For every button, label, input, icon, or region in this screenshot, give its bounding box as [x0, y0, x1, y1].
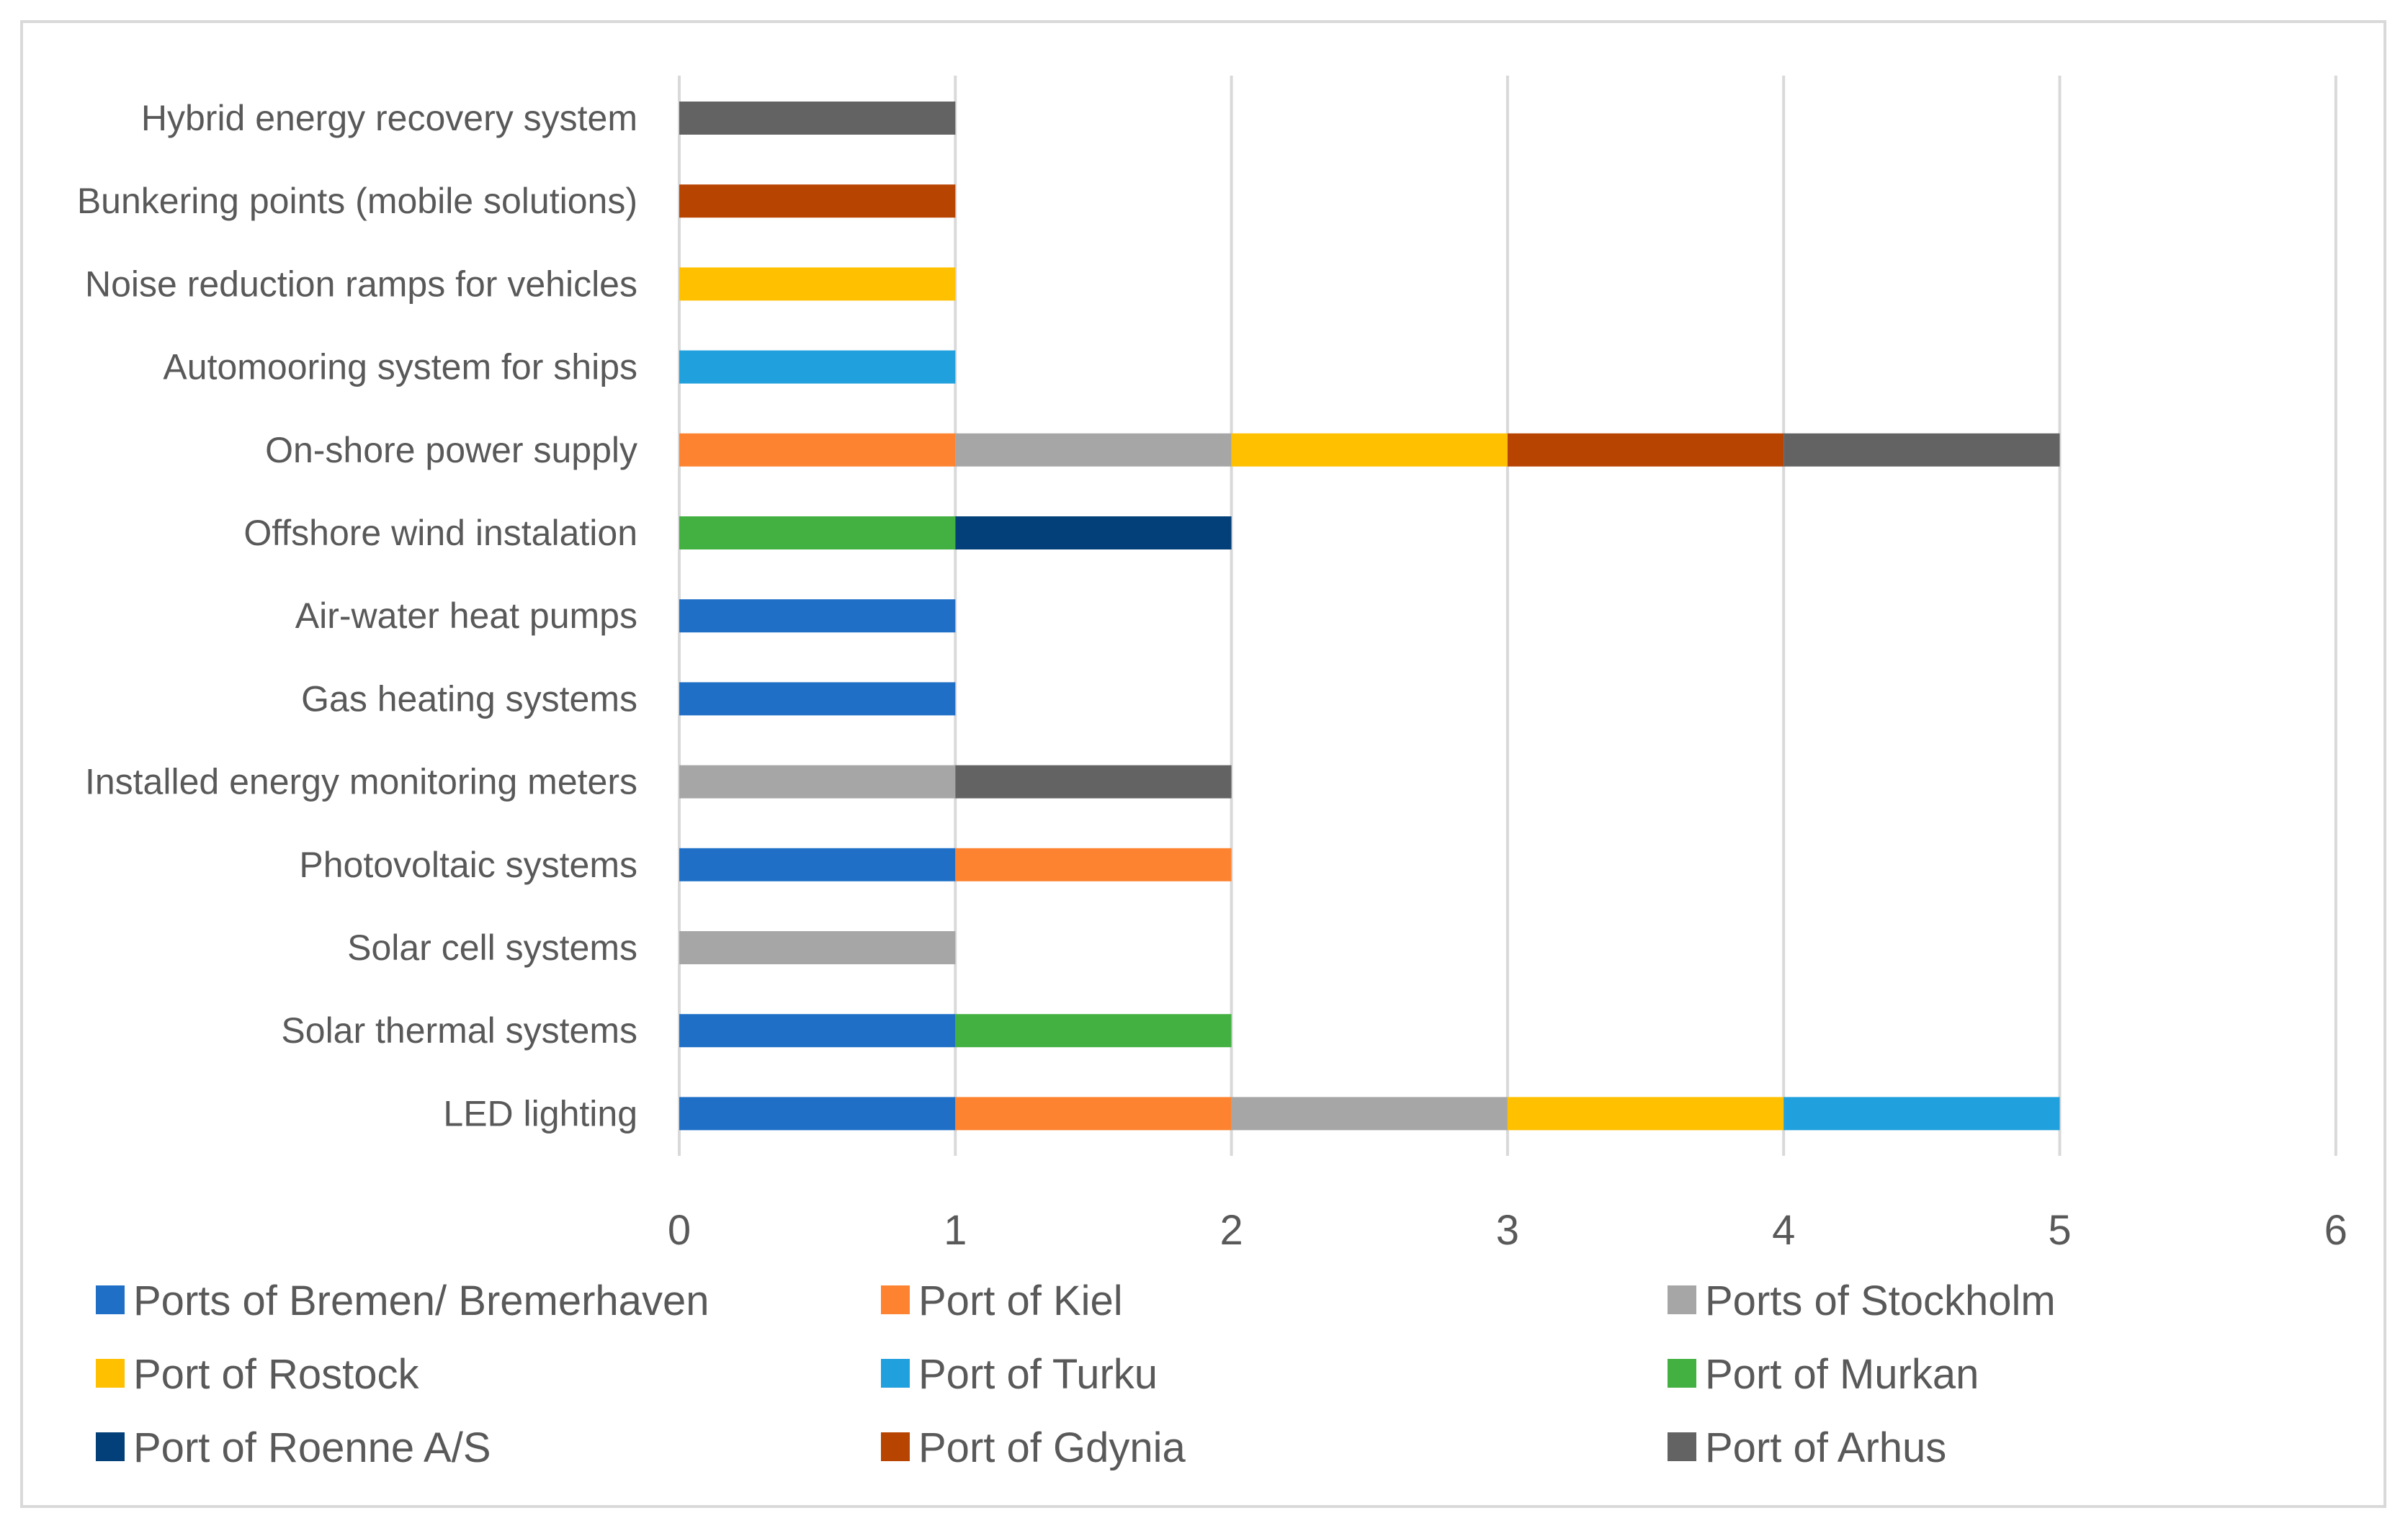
legend: Ports of Bremen/ Bremerhaven Port of Kiel… [96, 1278, 2056, 1471]
legend-swatch-ports-of-bremen-bremerhaven [96, 1285, 125, 1314]
legend-label: Port of Turku [918, 1351, 1158, 1398]
category-label: Photovoltaic systems [299, 845, 637, 885]
bar-on-shore-power-supply-port-of-arhus [1783, 433, 2060, 467]
bar-solar-cell-systems-ports-of-stockholm [679, 931, 956, 964]
legend-swatch-port-of-murkan [1668, 1359, 1696, 1388]
bar-gas-heating-systems-ports-of-bremen-bremerhaven [679, 682, 956, 716]
legend-label: Ports of Stockholm [1705, 1278, 2056, 1324]
legend-label: Port of Rostock [133, 1351, 419, 1398]
legend-swatch-port-of-kiel [881, 1285, 910, 1314]
bar-offshore-wind-instalation-port-of-roenne-a-s [955, 516, 1232, 549]
bar-on-shore-power-supply-ports-of-stockholm [955, 433, 1232, 467]
bar-led-lighting-port-of-kiel [955, 1097, 1232, 1131]
bars [679, 102, 2060, 1131]
category-label: Gas heating systems [301, 678, 637, 719]
category-labels: LED lighting Solar thermal systems Solar c… [77, 98, 637, 1133]
bar-air-water-heat-pumps-ports-of-bremen-bremerhaven [679, 599, 956, 633]
bar-led-lighting-port-of-turku [1783, 1097, 2060, 1131]
x-tick-label: 1 [944, 1207, 967, 1254]
bar-led-lighting-ports-of-stockholm [1231, 1097, 1508, 1131]
category-label: Installed energy monitoring meters [85, 762, 637, 802]
x-tick-label: 4 [1772, 1207, 1795, 1254]
bar-bunkering-points-mobile-solutions-port-of-gdynia [679, 184, 956, 218]
bar-photovoltaic-systems-ports-of-bremen-bremerhaven [679, 848, 956, 881]
category-label: Air-water heat pumps [295, 596, 637, 636]
legend-label: Port of Gdynia [918, 1424, 1186, 1471]
legend-swatch-port-of-arhus [1668, 1432, 1696, 1461]
bar-automooring-system-for-ships-port-of-turku [679, 350, 956, 384]
bar-on-shore-power-supply-port-of-rostock [1231, 433, 1508, 467]
category-label: Offshore wind instalation [243, 513, 637, 553]
legend-swatch-ports-of-stockholm [1668, 1285, 1696, 1314]
bar-solar-thermal-systems-ports-of-bremen-bremerhaven [679, 1014, 956, 1048]
bar-on-shore-power-supply-port-of-kiel [679, 433, 956, 467]
x-axis-ticks: 0 1 2 3 4 5 6 [668, 1207, 2347, 1254]
category-label: Solar cell systems [347, 928, 637, 968]
x-tick-label: 6 [2324, 1207, 2347, 1254]
bar-noise-reduction-ramps-for-vehicles-port-of-rostock [679, 267, 956, 301]
legend-label: Port of Murkan [1705, 1351, 1979, 1398]
category-label: Solar thermal systems [281, 1010, 637, 1051]
category-label: Bunkering points (mobile solutions) [77, 181, 637, 221]
bar-hybrid-energy-recovery-system-port-of-arhus [679, 102, 956, 135]
legend-label: Port of Arhus [1705, 1424, 1946, 1471]
legend-swatch-port-of-turku [881, 1359, 910, 1388]
bar-installed-energy-monitoring-meters-ports-of-stockholm [679, 765, 956, 799]
x-tick-label: 5 [2048, 1207, 2071, 1254]
legend-label: Ports of Bremen/ Bremerhaven [133, 1278, 709, 1324]
bar-solar-thermal-systems-port-of-murkan [955, 1014, 1232, 1048]
legend-label: Port of Kiel [918, 1278, 1123, 1324]
legend-swatch-port-of-gdynia [881, 1432, 910, 1461]
grid-lines [678, 76, 2337, 1156]
x-tick-label: 2 [1219, 1207, 1243, 1254]
legend-swatch-port-of-rostock [96, 1359, 125, 1388]
x-tick-label: 3 [1496, 1207, 1519, 1254]
bar-installed-energy-monitoring-meters-port-of-arhus [955, 765, 1232, 799]
category-label: LED lighting [443, 1093, 637, 1133]
x-tick-label: 0 [668, 1207, 691, 1254]
bar-on-shore-power-supply-port-of-gdynia [1507, 433, 1784, 467]
category-label: On-shore power supply [265, 430, 637, 470]
legend-swatch-port-of-roenne-a-s [96, 1432, 125, 1461]
legend-label: Port of Roenne A/S [133, 1424, 491, 1471]
bar-photovoltaic-systems-port-of-kiel [955, 848, 1232, 881]
bar-led-lighting-ports-of-bremen-bremerhaven [679, 1097, 956, 1131]
category-label: Hybrid energy recovery system [141, 98, 637, 138]
category-label: Noise reduction ramps for vehicles [85, 264, 637, 304]
category-label: Automooring system for ships [163, 347, 637, 387]
bar-offshore-wind-instalation-port-of-murkan [679, 516, 956, 549]
chart-frame [20, 20, 2386, 1508]
bar-led-lighting-port-of-rostock [1507, 1097, 1784, 1131]
